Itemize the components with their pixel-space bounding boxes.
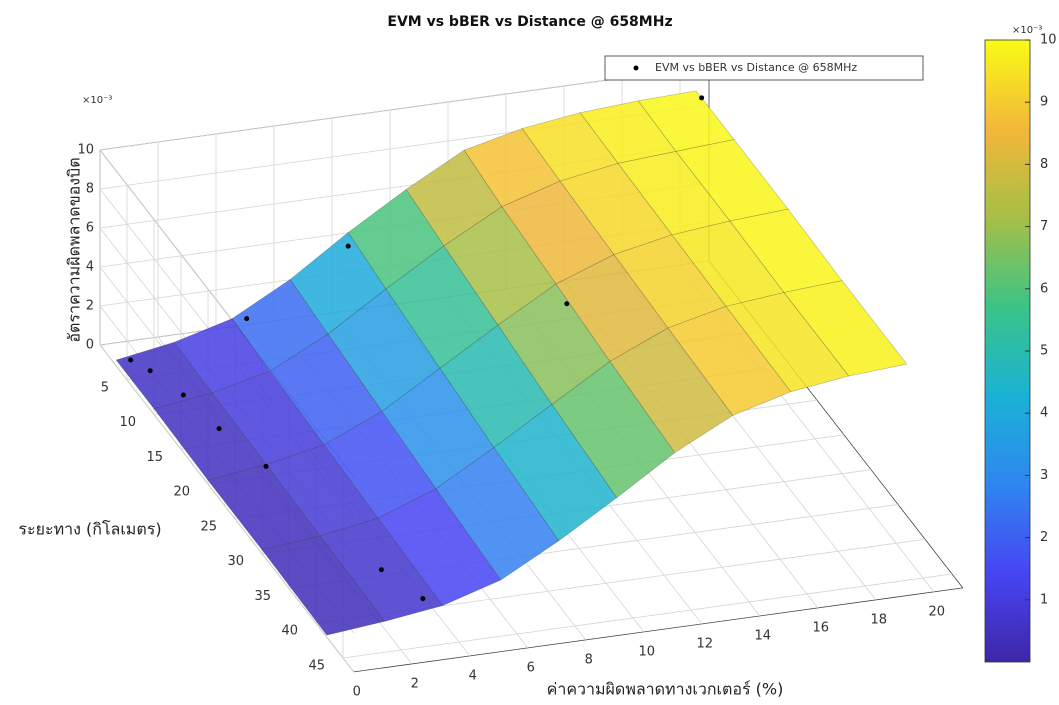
x-tick-label: 18 bbox=[871, 612, 888, 627]
z-axis-label: อัตราความผิดพลาดของบิต bbox=[65, 157, 84, 342]
x-tick-label: 8 bbox=[585, 652, 593, 667]
colorbar-tick-label: 7 bbox=[1040, 219, 1048, 234]
legend-box bbox=[604, 55, 924, 81]
colorbar-exponent: ×10⁻³ bbox=[1012, 25, 1042, 36]
y-tick-label: 15 bbox=[146, 450, 163, 465]
y-tick-label: 45 bbox=[308, 659, 325, 674]
z-exponent: ×10⁻³ bbox=[82, 95, 112, 106]
surface-patch bbox=[783, 280, 908, 377]
y-tick-label: 5 bbox=[101, 380, 109, 395]
legend-label: EVM vs bBER vs Distance @ 658MHz bbox=[655, 61, 857, 74]
colorbar-bar bbox=[984, 39, 1031, 663]
z-tick-label: 6 bbox=[86, 221, 94, 236]
data-point bbox=[180, 392, 186, 398]
data-point bbox=[564, 301, 570, 307]
colorbar-tick-label: 10 bbox=[1040, 33, 1057, 48]
colorbar-tick-label: 9 bbox=[1040, 95, 1048, 110]
colorbar-tick-label: 3 bbox=[1040, 468, 1048, 483]
data-point bbox=[216, 426, 222, 432]
data-point bbox=[378, 567, 384, 573]
chart-title: EVM vs bBER vs Distance @ 658MHz bbox=[387, 14, 672, 30]
y-tick-label: 35 bbox=[254, 589, 271, 604]
colorbar-tick-label: 2 bbox=[1040, 530, 1048, 545]
y-tick-label: 40 bbox=[281, 624, 298, 639]
y-axis-label: ระยะทาง (กิโลเมตร) bbox=[18, 520, 161, 539]
x-tick-label: 10 bbox=[639, 644, 656, 659]
x-tick-label: 4 bbox=[469, 668, 477, 683]
z-tick-label: 10 bbox=[77, 143, 94, 158]
legend-marker bbox=[633, 65, 639, 71]
x-tick-label: 12 bbox=[697, 636, 714, 651]
x-tick-label: 16 bbox=[813, 620, 830, 635]
y-tick-label: 10 bbox=[119, 415, 136, 430]
grid-line bbox=[99, 344, 355, 673]
data-point bbox=[699, 95, 705, 101]
data-point bbox=[147, 368, 153, 374]
x-tick-label: 20 bbox=[929, 604, 946, 619]
data-point bbox=[263, 463, 269, 469]
x-axis-label: ค่าความผิดพลาดทางเวกเตอร์ (%) bbox=[547, 680, 784, 699]
z-tick-label: 8 bbox=[86, 182, 94, 197]
y-tick-label: 25 bbox=[200, 519, 217, 534]
y-tick-label: 20 bbox=[173, 485, 190, 500]
colorbar-tick-label: 8 bbox=[1040, 157, 1048, 172]
x-tick-label: 6 bbox=[527, 660, 535, 675]
x-tick-label: 2 bbox=[411, 676, 419, 691]
x-tick-label: 14 bbox=[755, 628, 772, 643]
data-point bbox=[128, 357, 134, 363]
z-tick-label: 4 bbox=[86, 260, 94, 275]
axis-edge bbox=[353, 587, 963, 673]
colorbar-tick-label: 6 bbox=[1040, 281, 1048, 296]
surface bbox=[115, 90, 908, 636]
z-tick-label: 0 bbox=[86, 338, 94, 353]
data-point bbox=[420, 596, 426, 602]
legend: EVM vs bBER vs Distance @ 658MHz bbox=[604, 55, 924, 81]
colorbar-tick-label: 5 bbox=[1040, 344, 1048, 359]
colorbar: 1 2 3 4 5 6 7 8 9 10 bbox=[984, 33, 1057, 663]
y-tick-label: 30 bbox=[227, 554, 244, 569]
data-point bbox=[244, 316, 250, 322]
data-point bbox=[345, 243, 351, 249]
x-tick-label: 0 bbox=[353, 684, 361, 699]
colorbar-tick-label: 1 bbox=[1040, 592, 1048, 607]
z-tick-label: 2 bbox=[86, 299, 94, 314]
points bbox=[128, 95, 705, 602]
colorbar-tick-label: 4 bbox=[1040, 406, 1048, 421]
grid-line bbox=[342, 573, 953, 659]
